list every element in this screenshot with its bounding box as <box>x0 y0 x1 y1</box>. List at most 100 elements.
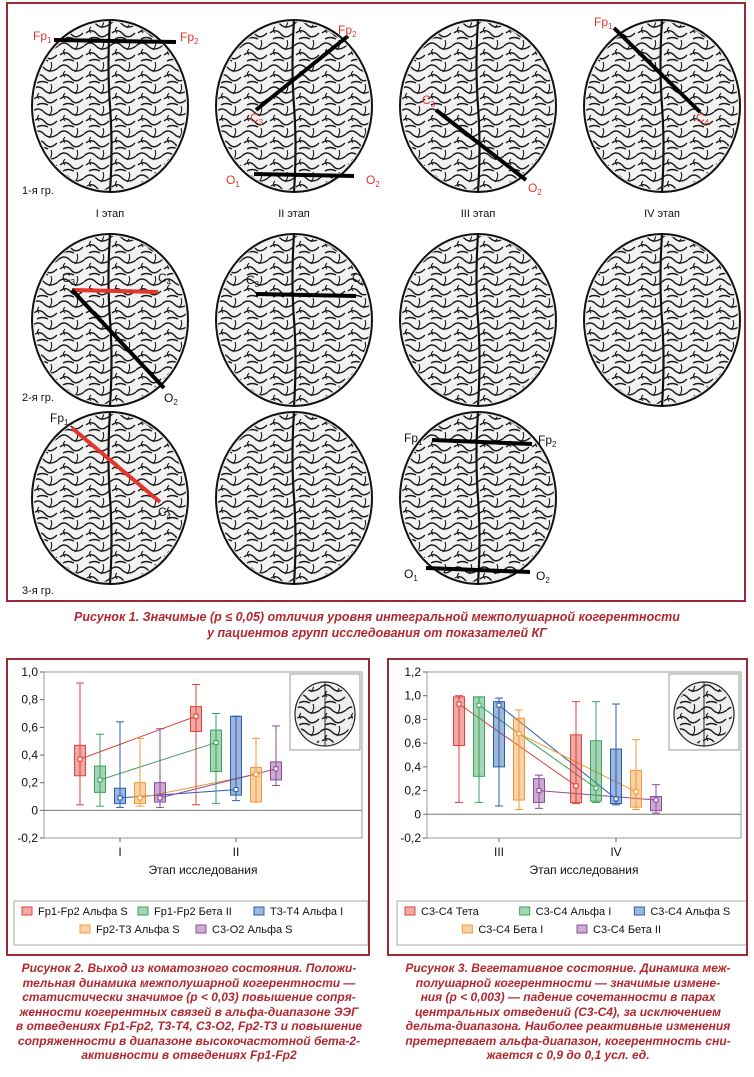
figure-3-chart-panel: -0,2 0 0,2 0,4 0,6 0,8 1,0 1,2 III IV Этап исследо… <box>387 658 748 956</box>
caption-line: тельная динамика межполушарной когерентн… <box>22 975 356 990</box>
electrode-label: Fp <box>594 15 608 29</box>
figure-1-caption-line-1: Рисунок 1. Значимые (p ≤ 0,05) отличия у… <box>74 610 680 624</box>
connection-o1-o2 <box>425 566 531 574</box>
connection-fp1-fp2 <box>431 438 533 446</box>
box <box>230 715 242 796</box>
stage-label: III этап <box>461 208 496 220</box>
median-marker <box>613 796 619 802</box>
electrode-label: Fp <box>338 23 352 37</box>
svg-text:Fp1: Fp1 <box>33 29 52 45</box>
legend-frame <box>396 900 746 946</box>
legend-swatch <box>633 906 645 916</box>
median-marker <box>233 787 239 793</box>
electrode-label: O <box>366 173 375 187</box>
svg-text:O1: O1 <box>404 567 418 583</box>
y-tick-label: 1,0 <box>404 689 421 703</box>
caption-line: статистически значимое (p < 0,03) повыше… <box>22 990 356 1004</box>
legend-swatch <box>519 906 531 916</box>
y-tick-label: 1,2 <box>404 665 421 679</box>
caption-line: претерпевает альфа-диапазон, когерентнос… <box>405 1033 731 1048</box>
y-tick-label: 0,2 <box>21 776 38 790</box>
median-marker <box>117 795 123 801</box>
electrode-label: Fp <box>180 30 194 44</box>
box <box>453 696 465 747</box>
stage-label: IV этап <box>644 208 680 220</box>
median-marker <box>516 731 522 737</box>
legend-item-label: C3-C4 Бета II <box>593 924 661 936</box>
legend-swatch <box>21 906 33 916</box>
caption-line: Рисунок 3. Вегетативное состояние. Динам… <box>405 961 731 975</box>
legend-item-label: C3-C4 Тета <box>421 906 480 918</box>
median-marker <box>253 771 259 777</box>
median-marker <box>97 777 103 783</box>
x-tick-label: IV <box>610 845 621 859</box>
y-tick-label: 0,6 <box>404 736 421 750</box>
y-tick-label: 0,6 <box>21 720 38 734</box>
y-tick-label: -0,2 <box>400 831 421 845</box>
box <box>250 766 262 803</box>
row-label: 1-я гр. <box>22 185 54 197</box>
median-marker <box>456 701 462 707</box>
y-tick-label: 0,8 <box>404 712 421 726</box>
y-tick-label: 0,4 <box>404 760 421 774</box>
svg-text:C3: C3 <box>250 111 264 127</box>
box <box>154 782 166 803</box>
median-marker <box>653 797 659 803</box>
median-trend-line <box>99 742 217 781</box>
box <box>590 740 602 802</box>
connection-c3-fp2 <box>254 34 350 112</box>
svg-text:Fp1: Fp1 <box>594 15 613 31</box>
median-marker <box>193 713 199 719</box>
median-marker <box>536 788 542 794</box>
figure-2-caption: Рисунок 2. Выход из коматозного состояни… <box>8 961 370 1063</box>
caption-line: в отведениях Fp1-Fp2, T3-T4, C3-O2, Fp2-… <box>15 1019 363 1033</box>
legend-swatch <box>461 924 473 934</box>
legend-swatch <box>79 924 91 934</box>
electrode-label: C <box>422 93 431 107</box>
svg-text:C4: C4 <box>158 271 172 287</box>
svg-text:C3: C3 <box>62 271 76 287</box>
connection-c3-o2 <box>434 108 528 182</box>
median-marker <box>476 702 482 708</box>
legend-item-label: T3-T4 Альфа I <box>270 906 343 918</box>
electrode-label: O <box>164 391 173 405</box>
svg-text:C4: C4 <box>158 505 172 521</box>
electrode-label: Fp <box>33 29 47 43</box>
legend-item-label: C3-C4 Альфа I <box>536 906 612 918</box>
svg-text:Fp2: Fp2 <box>538 433 557 449</box>
connection-fp1-c4 <box>612 26 702 114</box>
y-tick-label: 0,8 <box>21 693 38 707</box>
electrode-label: Fp <box>538 433 552 447</box>
row-label: 3-я гр. <box>22 585 54 597</box>
svg-text:O2: O2 <box>164 391 178 407</box>
legend-swatch <box>195 924 207 934</box>
x-tick-label: I <box>118 845 121 859</box>
svg-text:Fp2: Fp2 <box>180 30 199 46</box>
legend-swatch <box>576 924 588 934</box>
stage-label: I этап <box>96 208 125 220</box>
svg-text:Fp2: Fp2 <box>338 23 357 39</box>
median-marker <box>593 785 599 791</box>
y-tick-label: 0,2 <box>404 784 421 798</box>
box <box>630 769 642 808</box>
connection-c3-c4-red <box>71 288 159 294</box>
caption-line: ния (p < 0,003) — падение сочетанности в… <box>420 990 716 1004</box>
brain-grid: Fp1 Fp2 Fp2 C3 O1 O2 C3 O2 Fp1 C4 C3 C4 … <box>22 15 742 597</box>
median-marker <box>496 702 502 708</box>
connection-o1-o2 <box>253 172 355 178</box>
box <box>190 706 202 732</box>
svg-text:C3: C3 <box>246 273 260 289</box>
electrode-label: O <box>528 181 537 195</box>
caption-line: полушарной когерентности — значимые изме… <box>415 975 721 990</box>
median-marker <box>137 795 143 801</box>
svg-text:O2: O2 <box>536 569 550 585</box>
svg-text:Fp1: Fp1 <box>50 411 69 427</box>
svg-text:O1: O1 <box>226 173 240 189</box>
figure-1-caption-line-2: у пациентов групп исследования от показа… <box>207 626 547 640</box>
electrode-label: Fp <box>404 431 418 445</box>
x-axis-label: Этап исследования <box>148 863 257 877</box>
electrode-label: C <box>250 111 259 125</box>
figure-3-caption: Рисунок 3. Вегетативное состояние. Динам… <box>388 961 748 1063</box>
caption-line: дельта-диапазона. Наиболее реактивные из… <box>405 1019 731 1033</box>
plot-area <box>426 671 742 839</box>
